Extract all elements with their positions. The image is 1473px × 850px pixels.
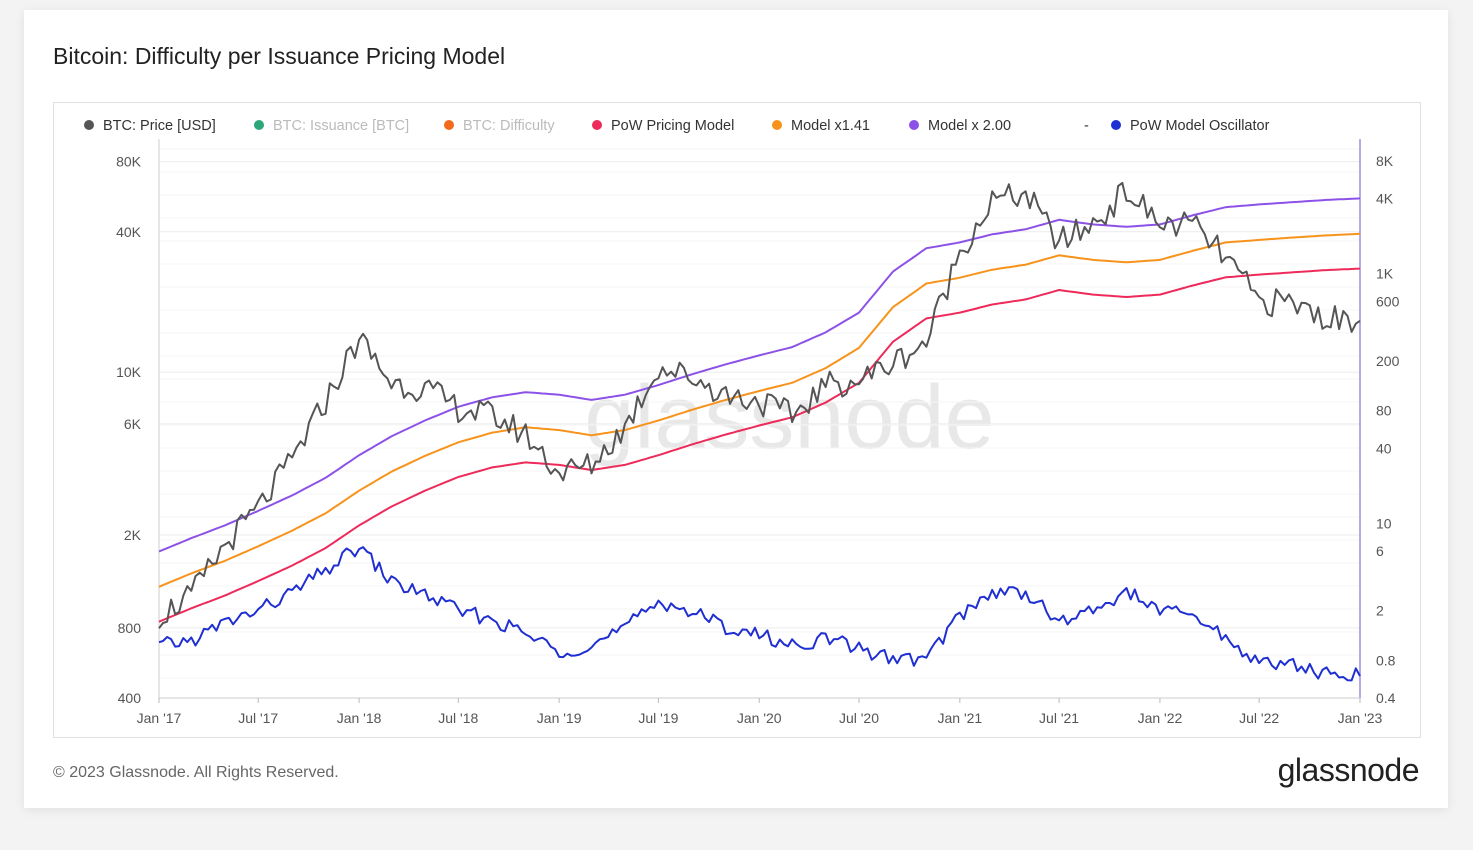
series-line-price: [158, 181, 1361, 629]
x-tick-label: Jul '20: [839, 710, 879, 726]
legend-label-model_200: Model x 2.00: [928, 118, 1011, 134]
chart-svg: glassnode80K40K10K6K2K8004008K4K1K600200…: [84, 118, 1400, 726]
y-left-tick-label: 2K: [124, 527, 142, 543]
legend-label-oscillator: PoW Model Oscillator: [1130, 118, 1270, 134]
x-tick-label: Jul '21: [1039, 710, 1079, 726]
copyright-text: © 2023 Glassnode. All Rights Reserved.: [53, 764, 339, 781]
y-right-tick-label: 1K: [1376, 266, 1394, 282]
chart-title: Bitcoin: Difficulty per Issuance Pricing…: [53, 43, 506, 69]
x-tick-label: Jul '18: [438, 710, 478, 726]
y-right-tick-label: 8K: [1376, 153, 1394, 169]
legend-marker-issuance: [254, 120, 264, 130]
y-right-tick-label: 40: [1376, 440, 1392, 456]
x-tick-label: Jan '22: [1138, 710, 1183, 726]
x-tick-label: Jul '22: [1239, 710, 1279, 726]
legend-marker-model_141: [772, 120, 782, 130]
y-right-tick-label: 200: [1376, 353, 1400, 369]
y-right-tick-label: 6: [1376, 543, 1384, 559]
chart-area: glassnode 80K 40K 10K 6K 2K 800 400 8K 4K 1K 600 200…: [53, 102, 1421, 738]
x-tick-label: Jan '19: [537, 710, 582, 726]
y-right-tick-label: 600: [1376, 293, 1400, 309]
y-right-tick-label: 10: [1376, 515, 1392, 531]
legend-marker-model_200: [909, 120, 919, 130]
y-right-tick-label: 80: [1376, 403, 1392, 419]
y-left-tick-label: 80K: [116, 154, 142, 170]
legend-label-price: BTC: Price [USD]: [103, 118, 216, 134]
x-tick-label: Jan '21: [937, 710, 982, 726]
y-right-tick-label: 4K: [1376, 191, 1394, 207]
legend-label-model_141: Model x1.41: [791, 118, 870, 134]
series-line-oscillator: [158, 546, 1361, 682]
x-tick-label: Jul '19: [638, 710, 678, 726]
legend-marker-price: [84, 120, 94, 130]
x-tick-label: Jan '17: [137, 710, 182, 726]
x-tick-label: Jan '18: [337, 710, 382, 726]
legend-label-dash: -: [1084, 118, 1089, 134]
y-left-tick-label: 6K: [124, 416, 142, 432]
y-left-tick-label: 800: [118, 620, 142, 636]
legend-marker-difficulty: [444, 120, 454, 130]
legend-marker-oscillator: [1111, 120, 1121, 130]
y-left-tick-label: 40K: [116, 224, 142, 240]
series-line-pricing_model: [158, 267, 1361, 623]
y-left-tick-label: 400: [118, 690, 142, 706]
x-tick-label: Jan '23: [1338, 710, 1383, 726]
series-line-model_200: [158, 197, 1361, 553]
legend-label-difficulty: BTC: Difficulty: [463, 118, 555, 134]
x-tick-label: Jul '17: [238, 710, 278, 726]
glassnode-logo: glassnode: [1277, 752, 1420, 788]
chart-card: Bitcoin: Difficulty per Issuance Pricing…: [24, 10, 1448, 808]
y-right-tick-label: 0.8: [1376, 652, 1396, 668]
y-left-tick-label: 10K: [116, 364, 142, 380]
legend-label-pricing_model: PoW Pricing Model: [611, 118, 734, 134]
y-right-tick-label: 0.4: [1376, 690, 1396, 706]
legend-marker-pricing_model: [592, 120, 602, 130]
legend-label-issuance: BTC: Issuance [BTC]: [273, 118, 409, 134]
x-tick-label: Jan '20: [737, 710, 782, 726]
series-line-model_141: [158, 232, 1361, 588]
y-right-tick-label: 2: [1376, 603, 1384, 619]
